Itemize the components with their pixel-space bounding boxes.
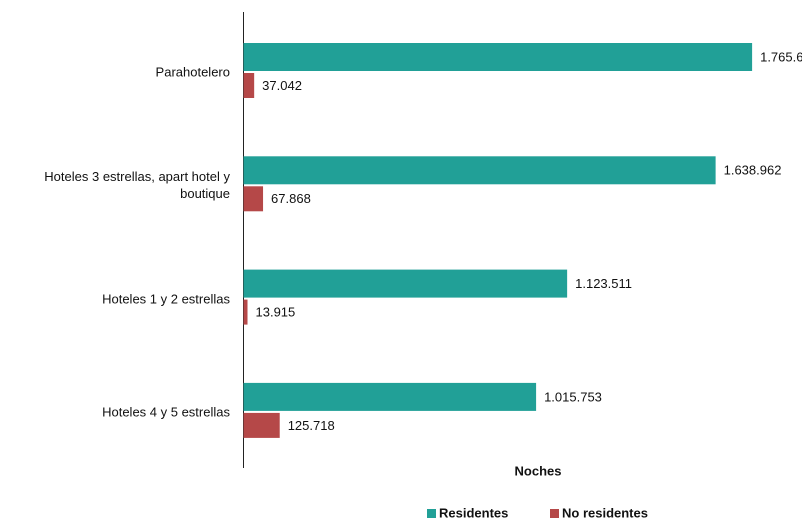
bar — [243, 299, 248, 325]
legend-swatch — [550, 509, 559, 518]
legend-label: Residentes — [439, 505, 508, 520]
legend-label: No residentes — [562, 505, 648, 520]
bar — [243, 382, 537, 411]
category-label: Hoteles 3 estrellas, apart hotel y bouti… — [44, 169, 230, 202]
value-label: 1.638.962 — [724, 163, 782, 178]
legend-swatch — [427, 509, 436, 518]
x-axis-title: Noches — [515, 463, 562, 478]
value-label: 1.015.753 — [544, 389, 602, 404]
bar — [243, 412, 280, 438]
category-label: Parahotelero — [155, 64, 230, 80]
value-label: 37.042 — [262, 78, 302, 93]
category-label: Hoteles 4 y 5 estrellas — [102, 404, 230, 420]
value-label: 1.123.511 — [575, 276, 632, 291]
value-label: 67.868 — [271, 191, 311, 206]
bar — [243, 269, 568, 298]
bar — [243, 186, 264, 212]
bar — [243, 73, 255, 98]
value-label: 1.765.654 — [760, 49, 802, 64]
category-label: Hoteles 1 y 2 estrellas — [102, 291, 230, 307]
value-label: 125.718 — [288, 418, 335, 433]
bar — [243, 43, 753, 71]
bar — [243, 156, 716, 185]
value-label: 13.915 — [256, 305, 296, 320]
